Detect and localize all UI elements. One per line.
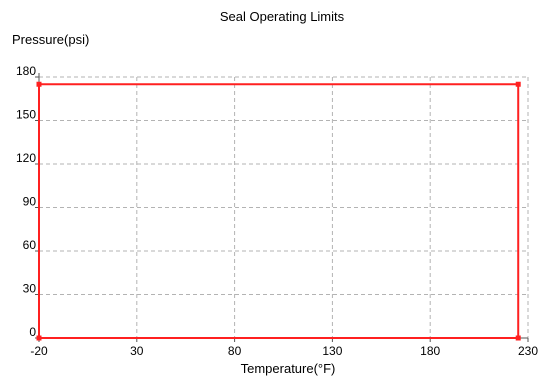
- chart-title: Seal Operating Limits: [220, 9, 345, 24]
- y-tick-label: 30: [23, 282, 37, 296]
- tick-labels: 0 30 60 90 120 150 180 -20 30 80 130 180 230: [16, 64, 538, 358]
- axes: [38, 73, 528, 339]
- y-tick-label: 150: [16, 108, 36, 122]
- data-point: [36, 335, 42, 341]
- y-tick-label: 0: [29, 325, 36, 339]
- x-tick-label: 180: [420, 344, 440, 358]
- data-point: [515, 81, 521, 87]
- y-tick-label: 180: [16, 64, 36, 78]
- y-tick-label: 60: [23, 238, 37, 252]
- y-axis-label: Pressure(psi): [12, 32, 89, 47]
- x-tick-label: -20: [30, 344, 48, 358]
- x-axis-label: Temperature(°F): [241, 361, 336, 376]
- x-tick-label: 80: [228, 344, 242, 358]
- y-tick-label: 90: [23, 195, 37, 209]
- x-tick-label: 230: [518, 344, 538, 358]
- series-line: [38, 83, 520, 339]
- y-tick-label: 120: [16, 151, 36, 165]
- series: [36, 81, 521, 341]
- x-tick-label: 30: [130, 344, 144, 358]
- data-point: [515, 335, 521, 341]
- x-tick-label: 130: [322, 344, 342, 358]
- grid: [38, 76, 529, 339]
- data-point: [36, 81, 42, 87]
